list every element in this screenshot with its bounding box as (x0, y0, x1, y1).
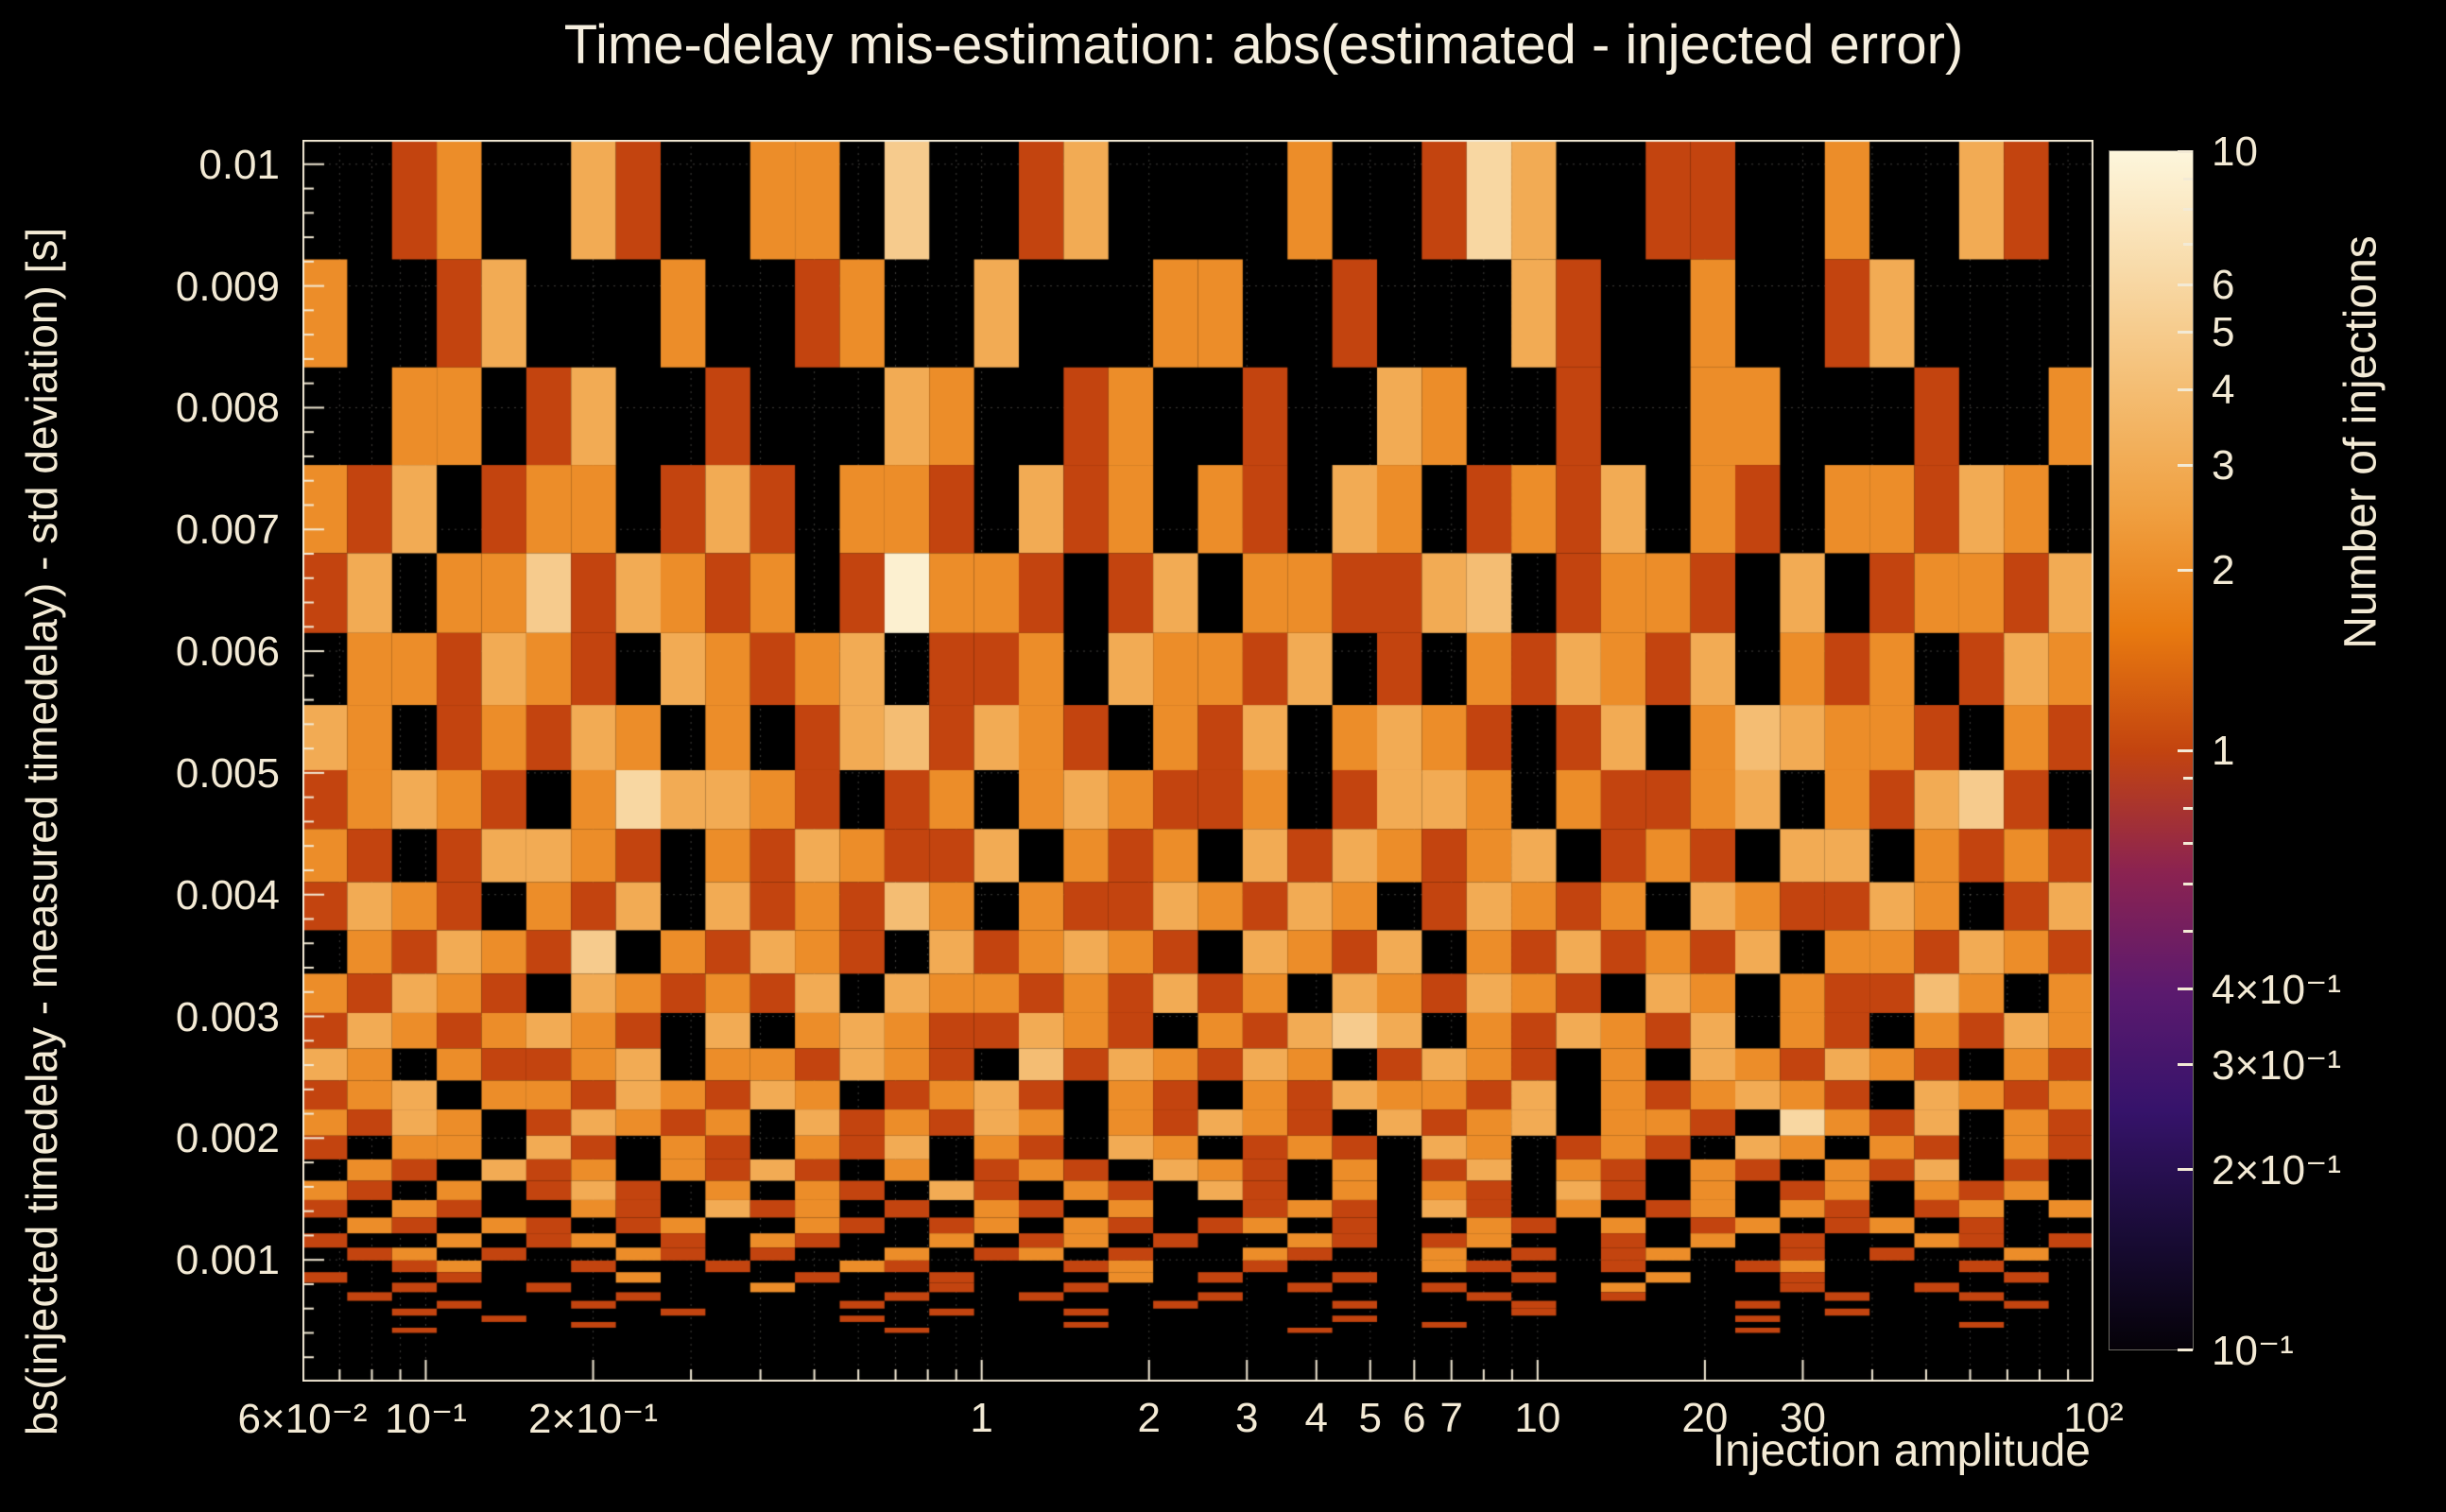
x-tick-label: 10² (2063, 1395, 2124, 1441)
y-tick-label: 0.003 (175, 993, 280, 1040)
x-tick-label: 10 (1514, 1395, 1561, 1441)
colorbar-tick-label: 3×10⁻¹ (2212, 1041, 2341, 1089)
x-tick-label: 6×10⁻² (237, 1396, 368, 1442)
y-tick-label: 0.005 (175, 749, 280, 797)
y-tick-label: 0.007 (175, 507, 280, 554)
x-tick-label: 10⁻¹ (385, 1396, 467, 1442)
colorbar-tick-label: 3 (2212, 441, 2235, 489)
y-tick-label: 0.004 (175, 871, 280, 919)
x-tick-label: 5 (1358, 1395, 1383, 1441)
colorbar-tick-label: 2 (2212, 547, 2235, 594)
y-tick-label: 0.002 (175, 1115, 280, 1162)
colorbar-tick-mark (2178, 283, 2193, 286)
colorbar-tick-mark (2178, 150, 2193, 153)
colorbar-tick-label: 1 (2212, 728, 2235, 774)
colorbar-tick-label: 2×10⁻¹ (2212, 1147, 2341, 1194)
y-tick-label: 0.01 (198, 141, 280, 188)
x-tick-label: 3 (1235, 1395, 1259, 1441)
colorbar-tick-label: 4 (2212, 367, 2235, 414)
x-tick-label: 6 (1403, 1395, 1426, 1441)
colorbar-tick-label: 5 (2212, 308, 2235, 355)
chart-title: Time-delay mis-estimation: abs(estimated… (563, 14, 1964, 76)
y-tick-label: 0.006 (175, 628, 280, 676)
colorbar-minor-tick-mark (2183, 882, 2193, 885)
colorbar-tick-mark (2178, 1349, 2193, 1351)
colorbar-minor-tick-mark (2183, 243, 2193, 247)
x-tick-label: 2 (1137, 1395, 1161, 1441)
colorbar-tick-label: 10 (2212, 129, 2258, 175)
colorbar-tick-mark (2178, 1062, 2193, 1066)
colorbar-tick-label: 10⁻¹ (2212, 1328, 2294, 1374)
x-tick-label: 20 (1681, 1395, 1729, 1441)
colorbar-tick-mark (2178, 388, 2193, 392)
colorbar-tick-mark (2178, 569, 2193, 573)
x-tick-label: 1 (970, 1395, 993, 1441)
colorbar-tick-label: 6 (2212, 261, 2235, 308)
colorbar-minor-tick-mark (2183, 842, 2193, 846)
x-tick-label: 30 (1779, 1395, 1826, 1441)
colorbar-tick-mark (2178, 463, 2193, 467)
colorbar-tick-mark (2178, 749, 2193, 752)
colorbar-tick-mark (2178, 988, 2193, 991)
colorbar-tick-label: 4×10⁻¹ (2212, 967, 2341, 1014)
y-tick-label: 0.001 (175, 1237, 280, 1284)
heatmap-canvas (302, 140, 2093, 1382)
x-tick-label: 7 (1439, 1395, 1463, 1441)
colorbar-tick-mark (2178, 330, 2193, 334)
colorbar-minor-tick-mark (2183, 208, 2193, 212)
x-axis-title: Injection amplitude (1712, 1426, 2091, 1476)
colorbar-minor-tick-mark (2183, 929, 2193, 933)
colorbar-title: Number of injections (2335, 235, 2386, 649)
y-axis-title: bs(injected timedelay - measured timedel… (17, 227, 66, 1436)
colorbar-minor-tick-mark (2183, 178, 2193, 180)
y-tick-label: 0.008 (175, 385, 280, 432)
colorbar-minor-tick-mark (2183, 807, 2193, 811)
x-tick-label: 4 (1304, 1395, 1329, 1441)
colorbar-minor-tick-mark (2183, 777, 2193, 780)
colorbar-tick-mark (2178, 1168, 2193, 1172)
y-tick-label: 0.009 (175, 263, 280, 310)
x-tick-label: 2×10⁻¹ (528, 1396, 659, 1442)
